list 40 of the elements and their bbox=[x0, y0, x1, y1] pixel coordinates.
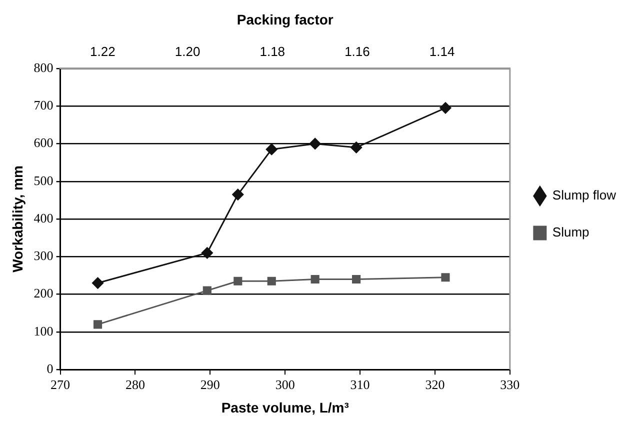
x-tick-label: 290 bbox=[200, 376, 220, 392]
x-tick-label: 300 bbox=[275, 376, 295, 392]
y-tick-label: 700 bbox=[34, 97, 54, 112]
legend-label: Slump bbox=[552, 224, 590, 240]
x-tick-label: 330 bbox=[500, 376, 520, 392]
point bbox=[202, 286, 212, 295]
y-tick-label: 400 bbox=[34, 210, 54, 226]
x2-axis-title: Packing factor bbox=[236, 11, 334, 28]
y-tick-label: 600 bbox=[34, 135, 54, 150]
point bbox=[201, 247, 213, 259]
x-tick-label: 280 bbox=[125, 376, 145, 392]
y-tick-label: 200 bbox=[34, 286, 54, 301]
x-tick-label: 320 bbox=[425, 376, 445, 392]
x2-tick-label: 1.22 bbox=[90, 44, 116, 60]
x-axis-title: Paste volume, L/m³ bbox=[221, 399, 350, 416]
y-tick-label: 0 bbox=[46, 361, 54, 376]
point bbox=[440, 102, 452, 114]
x2-tick-label: 1.18 bbox=[260, 44, 286, 60]
point bbox=[266, 144, 278, 156]
x2-tick-label: 1.16 bbox=[344, 44, 370, 60]
y-axis-title: Workability, mm bbox=[9, 166, 26, 272]
point bbox=[267, 276, 276, 286]
point bbox=[441, 273, 450, 282]
point bbox=[352, 274, 361, 284]
point bbox=[234, 276, 242, 286]
legend-label: Slump flow bbox=[552, 188, 617, 203]
y-tick-label: 300 bbox=[34, 248, 54, 264]
y-tick-label: 800 bbox=[34, 60, 54, 75]
point bbox=[93, 320, 102, 329]
x-tick-label: 270 bbox=[50, 376, 70, 392]
y-tick-label: 500 bbox=[34, 172, 54, 188]
x2-tick-label: 1.20 bbox=[174, 44, 200, 60]
point bbox=[310, 274, 320, 284]
x-tick-label: 310 bbox=[350, 376, 370, 392]
point bbox=[350, 142, 362, 154]
point bbox=[92, 277, 104, 289]
point bbox=[309, 138, 321, 150]
x2-tick-label: 1.14 bbox=[429, 44, 455, 60]
point bbox=[232, 188, 244, 200]
y-tick-label: 100 bbox=[34, 323, 54, 338]
